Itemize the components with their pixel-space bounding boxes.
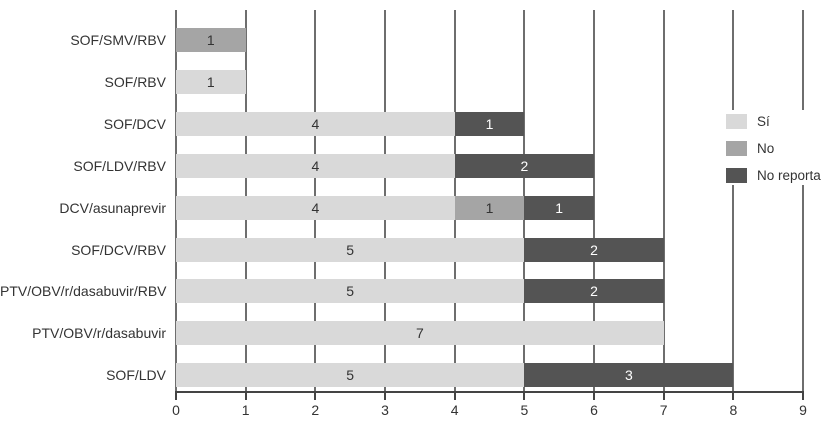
category-label: SOF/RBV xyxy=(104,74,166,90)
x-tick-label: 8 xyxy=(729,402,738,418)
bar-segment: 7 xyxy=(176,321,664,345)
category-label: PTV/OBV/r/dasabuvir xyxy=(32,325,166,341)
category-label: SOF/SMV/RBV xyxy=(70,32,166,48)
bar-value: 5 xyxy=(346,283,355,299)
bar-segment: 5 xyxy=(176,363,525,387)
bar-value: 2 xyxy=(590,283,598,299)
x-tick xyxy=(453,393,456,400)
category-label: DCV/asunaprevir xyxy=(59,200,166,216)
legend-swatch xyxy=(726,141,747,156)
gridline xyxy=(802,10,805,391)
bar-value: 1 xyxy=(555,200,564,216)
legend: Sí No No reporta xyxy=(718,110,831,185)
x-axis-line xyxy=(175,391,805,393)
x-tick-label: 1 xyxy=(241,402,250,418)
bar-value: 1 xyxy=(485,200,494,216)
bar-value: 1 xyxy=(206,32,215,48)
legend-item: No xyxy=(726,141,821,156)
x-tick-label: 7 xyxy=(659,402,668,418)
legend-swatch xyxy=(726,168,747,183)
bar-segment: 5 xyxy=(176,238,525,262)
gridline xyxy=(732,10,735,391)
legend-label: No xyxy=(757,141,775,156)
bar-segment: 1 xyxy=(454,112,525,136)
gridline xyxy=(593,10,596,391)
bar-segment: 1 xyxy=(176,28,246,52)
bar-value: 1 xyxy=(206,74,215,90)
x-tick-label: 0 xyxy=(172,402,180,418)
x-tick-label: 6 xyxy=(590,402,598,418)
bar-segment: 4 xyxy=(176,154,455,178)
bar-segment: 1 xyxy=(524,196,594,220)
x-tick xyxy=(314,393,317,400)
bar-value: 4 xyxy=(311,200,320,216)
x-tick xyxy=(523,393,526,400)
legend-item: No reporta xyxy=(726,168,821,183)
x-tick xyxy=(384,393,386,400)
legend-item: Sí xyxy=(726,114,821,129)
bar-segment: 4 xyxy=(176,112,455,136)
bar-segment: 2 xyxy=(454,154,594,178)
bar-segment: 2 xyxy=(524,238,664,262)
x-tick xyxy=(175,393,177,400)
bar-value: 2 xyxy=(590,242,598,258)
bar-segment: 3 xyxy=(524,363,734,387)
category-label: SOF/DCV xyxy=(103,116,166,132)
bar-segment: 4 xyxy=(176,196,455,220)
x-tick xyxy=(593,393,596,400)
bar-segment: 1 xyxy=(176,70,246,94)
category-label: SOF/DCV/RBV xyxy=(71,242,166,258)
category-label: PTV/OBV/r/dasabuvir/RBV xyxy=(0,283,167,299)
x-tick-label: 5 xyxy=(520,402,529,418)
bar-value: 5 xyxy=(346,242,355,258)
x-tick xyxy=(662,393,665,400)
bar-value: 4 xyxy=(311,116,320,132)
legend-label: No reporta xyxy=(757,168,821,183)
x-tick-label: 4 xyxy=(450,402,459,418)
x-tick-label: 3 xyxy=(381,402,389,418)
bar-value: 3 xyxy=(624,367,633,383)
x-tick xyxy=(244,393,247,400)
bar-value: 1 xyxy=(485,116,494,132)
legend-swatch xyxy=(726,114,747,129)
gridline xyxy=(662,10,665,391)
bar-segment: 2 xyxy=(524,279,664,303)
bar-value: 2 xyxy=(520,158,529,174)
bar-value: 7 xyxy=(415,325,424,341)
bar-value: 4 xyxy=(311,158,320,174)
x-tick xyxy=(802,393,805,400)
category-label: SOF/LDV/RBV xyxy=(73,158,166,174)
bar-segment: 1 xyxy=(454,196,525,220)
x-tick-label: 2 xyxy=(311,402,320,418)
category-label: SOF/LDV xyxy=(106,367,166,383)
x-tick xyxy=(732,393,735,400)
bar-segment: 5 xyxy=(176,279,525,303)
bar-value: 5 xyxy=(346,367,355,383)
legend-label: Sí xyxy=(757,114,770,129)
x-tick-label: 9 xyxy=(799,402,807,418)
